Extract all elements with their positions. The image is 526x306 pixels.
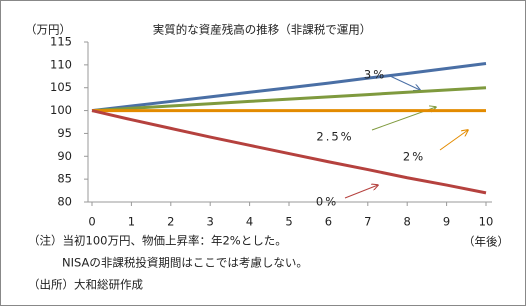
x-tick-label: 4 <box>246 215 253 229</box>
note: NISAの非課税投資期間はここでは考慮しない。 <box>62 256 308 270</box>
y-tick-label: 110 <box>50 57 72 71</box>
x-tick-label: 10 <box>479 215 494 229</box>
series-label: 0% <box>316 195 338 209</box>
x-tick-label: 1 <box>128 215 135 229</box>
x-tick-label: 3 <box>207 215 214 229</box>
y-axis-label: （万円） <box>25 23 71 37</box>
x-tick-label: 0 <box>88 215 95 229</box>
y-tick-label: 85 <box>57 172 72 186</box>
y-tick-label: 95 <box>57 126 72 140</box>
x-tick-label: 8 <box>404 215 411 229</box>
note: （注）当初100万円、物価上昇率：年2%とした。 <box>28 234 287 248</box>
series-label: 2% <box>403 150 425 164</box>
x-tick-label: 6 <box>325 215 332 229</box>
series-label: 3% <box>364 68 386 82</box>
y-tick-label: 100 <box>50 103 72 117</box>
y-tick-label: 105 <box>50 80 72 94</box>
x-tick-label: 2 <box>167 215 174 229</box>
y-tick-label: 80 <box>57 195 72 209</box>
series-line <box>91 61 487 113</box>
source: （出所）大和総研作成 <box>28 278 143 292</box>
series-label: 2.5% <box>316 130 353 144</box>
y-tick-label: 115 <box>50 35 72 49</box>
chart-title: 実質的な資産残高の推移（非課税で運用） <box>153 23 372 37</box>
y-tick-label: 90 <box>57 149 72 163</box>
label-arrow <box>389 75 420 90</box>
series-line <box>91 86 487 113</box>
label-arrow <box>439 130 468 151</box>
series-line <box>91 109 487 195</box>
label-arrow <box>344 185 378 199</box>
x-tick-label: 9 <box>443 215 450 229</box>
x-tick-label: 7 <box>364 215 371 229</box>
x-axis-label: （年後） <box>463 235 509 249</box>
x-tick-label: 5 <box>285 215 292 229</box>
